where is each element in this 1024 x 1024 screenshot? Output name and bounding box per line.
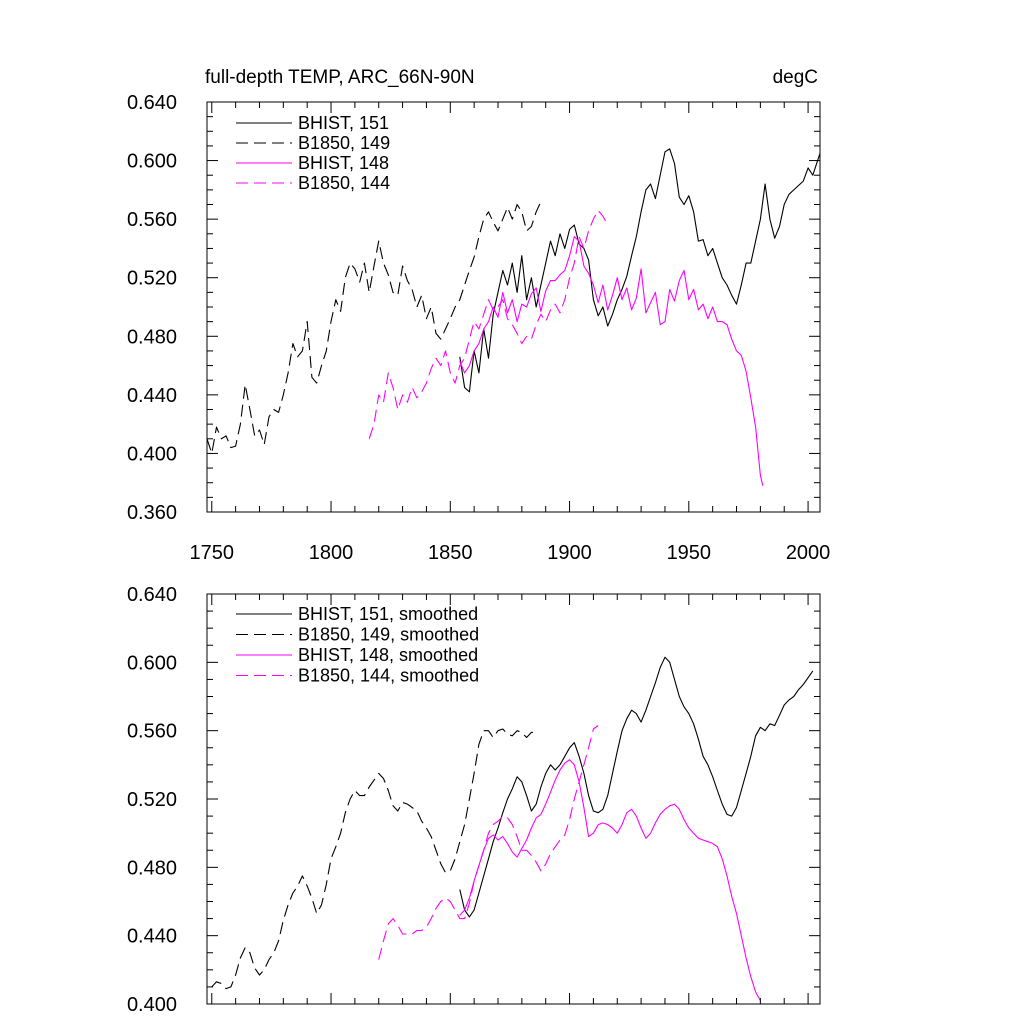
top-ytick-label: 0.440 [127,385,177,407]
bottom-series-group [211,656,814,1001]
top-legend-label-3: BHIST, 148 [298,153,389,173]
top-ytick-label: 0.360 [127,502,177,524]
bottom-legend-label-2: B1850, 149, smoothed [298,625,479,645]
top-ytick-label: 0.600 [127,151,177,173]
top-series-line-3 [459,236,764,486]
units-label: degC [773,67,818,88]
top-xtick-label: 1750 [190,542,235,564]
top-ytick-label: 0.480 [127,326,177,348]
bottom-ytick-label: 0.400 [127,994,177,1016]
top-series-line-1 [459,148,821,393]
bottom-ytick-label: 0.480 [127,857,177,879]
bottom-ytick-label: 0.600 [127,652,177,674]
top-legend-label-2: B1850, 149 [298,133,390,153]
top-chart-panel: full-depth TEMP, ARC_66N-90N degC BHIST,… [127,67,830,564]
top-axes: 0.360 0.400 0.440 0.480 0.520 0.560 0.600 0.640… [127,92,830,564]
top-series-group [206,148,821,486]
top-ytick-label: 0.560 [127,209,177,231]
bottom-legend-label-4: B1850, 144, smoothed [298,666,479,686]
bottom-series-line-1 [459,656,814,918]
bottom-series-line-3 [459,759,761,1001]
top-ytick-label: 0.400 [127,443,177,465]
bottom-series-line-2 [211,728,537,990]
bottom-ytick-label: 0.640 [127,584,177,606]
top-xtick-label: 1950 [667,542,712,564]
bottom-legend-label-3: BHIST, 148, smoothed [298,645,478,665]
top-series-line-2 [206,201,542,454]
top-xtick-label: 2000 [786,542,831,564]
top-xtick-label: 1800 [309,542,354,564]
bottom-axes: 0.400 0.440 0.480 0.520 0.560 0.600 0.640 [127,584,821,1016]
bottom-legend-label-1: BHIST, 151, smoothed [298,604,478,624]
top-legend-label-4: B1850, 144 [298,173,390,193]
bottom-series-line-4 [378,725,599,960]
top-ytick-label: 0.520 [127,268,177,290]
top-ytick-label: 0.640 [127,92,177,114]
top-series-line-4 [368,209,609,439]
bottom-ytick-label: 0.560 [127,721,177,743]
top-legend-label-1: BHIST, 151 [298,113,389,133]
bottom-ytick-label: 0.520 [127,789,177,811]
chart-title: full-depth TEMP, ARC_66N-90N [205,67,475,88]
top-xtick-label: 1850 [428,542,473,564]
top-xtick-label: 1900 [547,542,592,564]
bottom-ytick-label: 0.440 [127,926,177,948]
